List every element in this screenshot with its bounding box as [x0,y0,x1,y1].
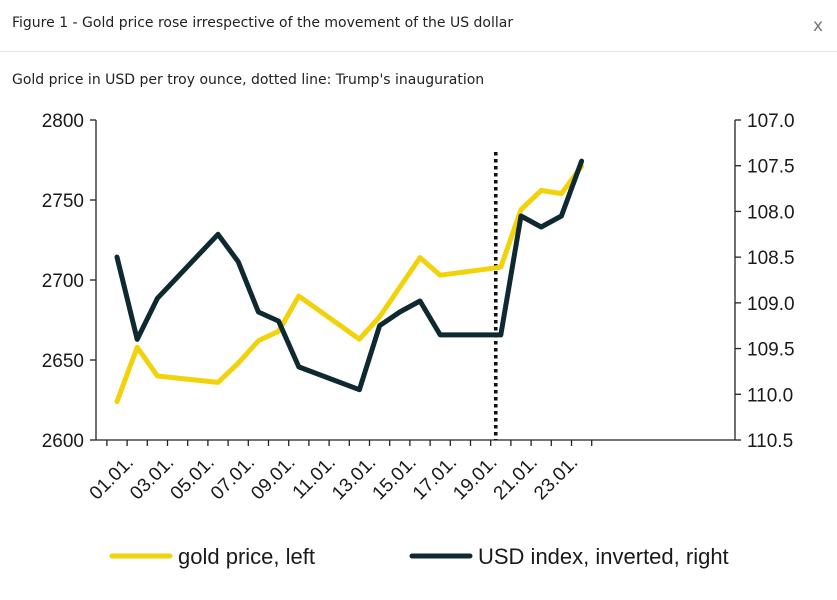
x-axis-tick-label: 09.01. [247,452,299,504]
legend-label-gold-price: gold price, left [178,544,315,569]
chart-subtitle: Gold price in USD per troy ounce, dotted… [12,72,485,88]
left-axis-tick-label: 2700 [42,271,84,292]
figure-header: Figure 1 - Gold price rose irrespective … [0,0,837,52]
close-button[interactable]: x [812,16,823,36]
legend-label-usd-index: USD index, inverted, right [478,544,729,569]
right-axis-tick-label: 110.5 [747,431,793,452]
right-axis-tick-label: 110.0 [747,385,793,406]
x-axis-tick-label: 15.01. [369,452,421,504]
right-axis-tick-label: 109.0 [747,294,795,315]
x-axis-tick-label: 23.01. [530,452,582,504]
x-axis-tick-label: 01.01. [86,452,138,504]
x-axis-tick-label: 13.01. [328,452,380,504]
x-axis-tick-label: 19.01. [449,452,501,504]
x-axis-tick-label: 03.01. [126,452,178,504]
x-axis-tick-label: 11.01. [289,452,340,503]
gold-price-line [114,163,585,405]
usd-index-line [114,158,585,393]
left-axis-tick-label: 2600 [42,431,84,452]
x-axis-tick-label: 21.01. [490,452,542,504]
right-axis-tick-label: 108.0 [747,202,795,223]
right-axis-tick-label: 108.5 [747,248,795,269]
left-axis-tick-label: 2800 [42,111,84,132]
x-axis-tick-label: 05.01. [167,452,219,504]
figure-title: Figure 1 - Gold price rose irrespective … [12,15,514,31]
left-axis-tick-label: 2750 [42,191,84,212]
x-axis-tick-label: 07.01. [207,452,259,504]
right-axis-tick-label: 107.5 [747,157,795,178]
x-axis-tick-label: 17.01. [409,452,461,504]
right-axis-tick-label: 109.5 [747,340,795,361]
right-axis-tick-label: 107.0 [747,111,795,132]
left-axis-tick-label: 2650 [42,351,84,372]
